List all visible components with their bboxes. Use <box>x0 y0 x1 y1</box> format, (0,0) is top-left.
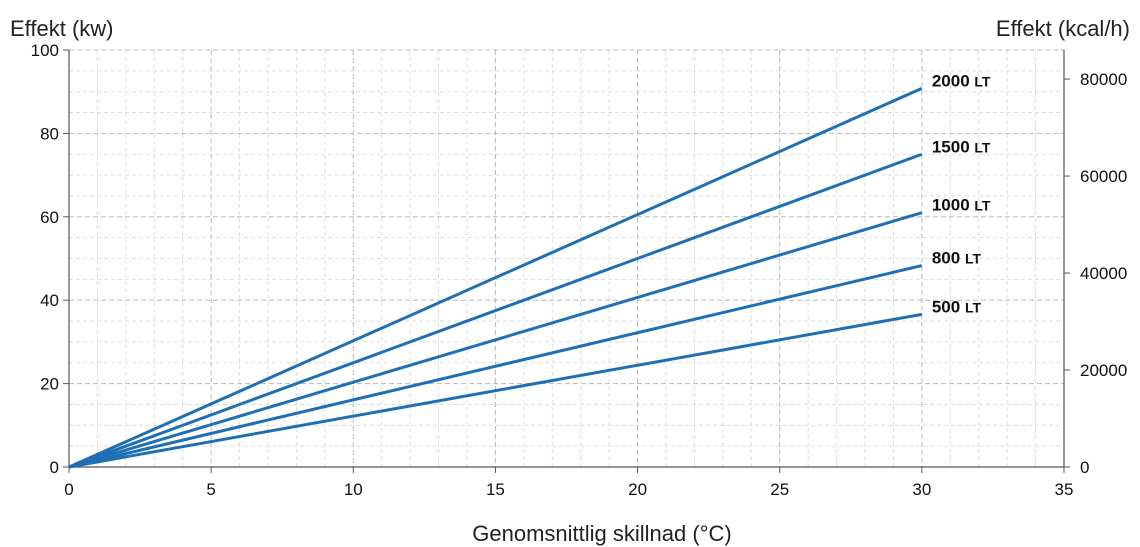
x-tick-label: 25 <box>770 480 789 499</box>
x-tick-label: 30 <box>912 480 931 499</box>
series-label-unit: LT <box>974 139 991 155</box>
series-label-value: 2000 <box>932 71 975 90</box>
y-tick-label: 60 <box>40 208 59 227</box>
y-tick-label: 40 <box>40 291 59 310</box>
series-line-800 <box>68 264 923 469</box>
grid <box>69 49 1064 467</box>
series-label-value: 1500 <box>932 137 975 156</box>
series-label-unit: LT <box>965 299 982 315</box>
y-tick-label: 80 <box>40 124 59 143</box>
series-label-value: 500 <box>932 297 965 316</box>
y2-tick-label: 60000 <box>1080 167 1127 186</box>
series-label-800: 800 LT <box>932 249 982 268</box>
series-label-value: 800 <box>932 249 965 268</box>
y-tick-label: 100 <box>31 41 59 60</box>
axes <box>63 49 1070 473</box>
y-tick-label: 20 <box>40 375 59 394</box>
y2-axis-title: Effekt (kcal/h) <box>996 16 1130 41</box>
x-axis-title: Genomsnittlig skillnad (°C) <box>472 521 731 546</box>
y2-tick-label: 40000 <box>1080 264 1127 283</box>
y-tick-label: 0 <box>50 458 59 477</box>
x-tick-label: 20 <box>628 480 647 499</box>
y2-tick-label: 0 <box>1080 458 1089 477</box>
series-label-unit: LT <box>965 251 982 267</box>
series-line-1000 <box>68 211 923 469</box>
series-label-2000: 2000 LT <box>932 71 991 90</box>
x-tick-label: 0 <box>64 480 73 499</box>
y2-tick-label: 20000 <box>1080 361 1127 380</box>
y-axis-title: Effekt (kw) <box>10 16 114 41</box>
series-lines <box>68 86 923 469</box>
x-tick-label: 5 <box>206 480 215 499</box>
series-line-500 <box>68 312 923 469</box>
series-line-2000 <box>68 86 923 469</box>
series-label-1500: 1500 LT <box>932 137 991 156</box>
series-label-unit: LT <box>974 198 991 214</box>
series-label-value: 1000 <box>932 196 975 215</box>
series-line-1500 <box>68 152 923 469</box>
tick-labels: 0 5 10 15 20 25 30 3502040608010002000040000600… <box>31 41 1128 499</box>
series-label-unit: LT <box>974 73 991 89</box>
series-label-500: 500 LT <box>932 297 982 316</box>
x-tick-label: 35 <box>1055 480 1074 499</box>
x-tick-label: 15 <box>486 480 505 499</box>
y2-tick-label: 80000 <box>1080 70 1127 89</box>
x-tick-label: 10 <box>344 480 363 499</box>
series-label-1000: 1000 LT <box>932 196 991 215</box>
